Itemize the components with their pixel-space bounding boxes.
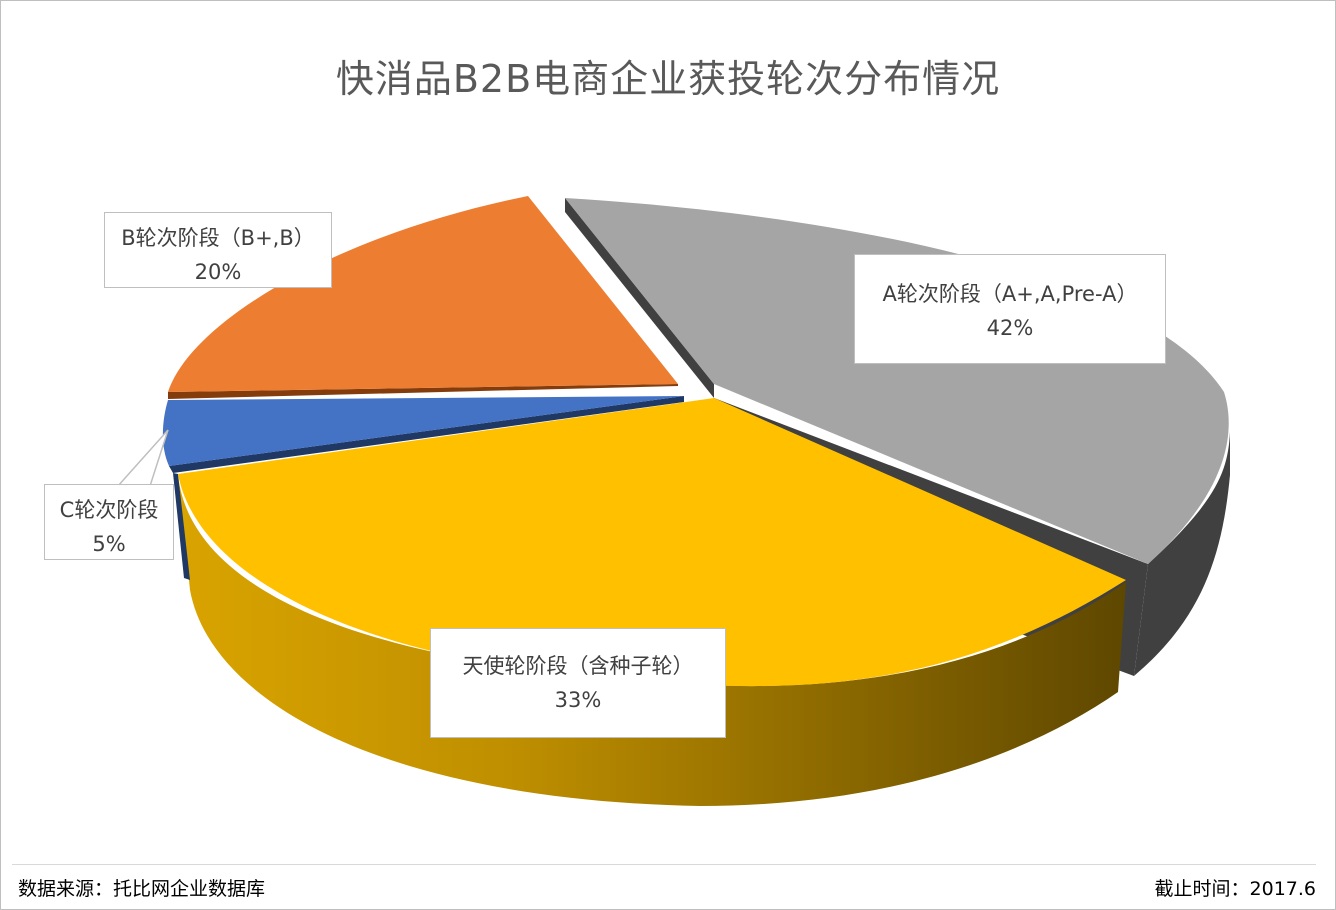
label-slice-a-value: 42% xyxy=(986,316,1034,340)
slice-c-rim-side xyxy=(173,473,190,580)
label-slice-b: B轮次阶段（B+,B） 20% xyxy=(104,212,332,288)
slice-a-side xyxy=(565,198,714,398)
label-slice-c-name: C轮次阶段 xyxy=(59,498,159,522)
label-slice-tianshi: 天使轮阶段（含种子轮） 33% xyxy=(430,628,726,738)
slice-b-rim xyxy=(168,384,678,399)
slice-b-top xyxy=(168,196,678,392)
label-slice-a-name: A轮次阶段（A+,A,Pre-A） xyxy=(882,282,1138,306)
label-slice-tianshi-value: 33% xyxy=(554,688,602,712)
footer-divider xyxy=(12,864,1316,865)
slice-tianshi-side xyxy=(178,474,1126,806)
slice-tianshi-top xyxy=(178,398,1126,687)
slice-c-top xyxy=(162,396,684,466)
label-slice-b-value: 20% xyxy=(194,260,242,284)
slice-c-callout-pointer xyxy=(116,429,169,487)
footer-source: 数据来源：托比网企业数据库 xyxy=(18,878,266,900)
chart-title: 快消品B2B电商企业获投轮次分布情况 xyxy=(335,57,1001,101)
slice-a-rim xyxy=(1134,432,1230,676)
footer-cutoff: 截止时间：2017.6 xyxy=(1154,878,1316,900)
label-slice-c: C轮次阶段 5% xyxy=(44,484,174,560)
label-slice-tianshi-name: 天使轮阶段（含种子轮） xyxy=(462,654,694,678)
label-slice-a: A轮次阶段（A+,A,Pre-A） 42% xyxy=(854,254,1166,364)
label-slice-c-value: 5% xyxy=(92,532,126,556)
slice-c-rim xyxy=(169,396,684,473)
label-slice-b-name: B轮次阶段（B+,B） xyxy=(121,226,315,250)
